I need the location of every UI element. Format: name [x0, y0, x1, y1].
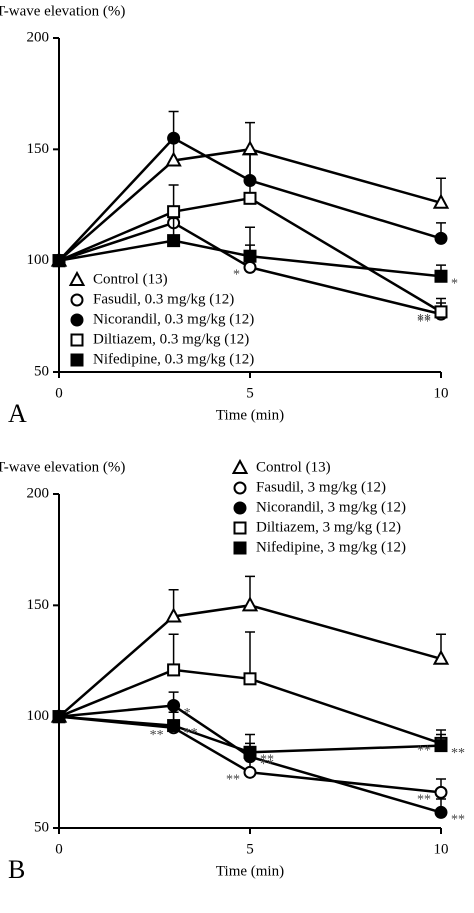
marker	[241, 596, 259, 612]
legend-marker	[233, 501, 247, 515]
marker	[434, 231, 448, 245]
marker	[243, 765, 257, 779]
y-axis-label: T-wave elevation (%)	[0, 459, 125, 475]
marker	[434, 739, 448, 753]
marker	[52, 254, 66, 268]
series-line	[58, 148, 442, 262]
y-tick-label: 200	[27, 485, 50, 501]
legend-marker	[70, 353, 84, 367]
legend-marker	[68, 270, 86, 286]
legend-marker	[70, 313, 84, 327]
legend-marker	[233, 481, 247, 495]
series-line	[58, 197, 442, 313]
significance-label: **	[417, 312, 431, 327]
marker	[243, 249, 257, 263]
x-axis-label: Time (min)	[216, 863, 284, 879]
significance-label: **	[260, 757, 274, 772]
series-line	[58, 136, 442, 262]
legend-marker	[70, 293, 84, 307]
y-axis-label: T-wave elevation (%)	[0, 3, 125, 19]
legend-label: Fasudil, 3 mg/kg (12)	[256, 479, 386, 495]
legend-label: Nifedipine, 3 mg/kg (12)	[256, 539, 406, 555]
marker	[165, 607, 182, 623]
x-tick-label: 0	[55, 841, 63, 857]
error-bar	[245, 153, 255, 199]
panel: T-wave elevation (%) 50 100 150 200 0 5 10 Time …	[0, 458, 465, 884]
significance-label: **	[260, 753, 274, 768]
marker	[243, 672, 257, 686]
significance-label: **	[451, 813, 465, 828]
significance-label: *	[451, 276, 458, 291]
x-tick-label: 10	[434, 841, 449, 857]
series-line	[58, 704, 442, 814]
significance-label: **	[417, 314, 431, 329]
marker	[434, 269, 448, 283]
marker	[167, 234, 181, 248]
error-bar	[245, 631, 255, 679]
marker	[167, 131, 181, 145]
significance-label: *	[184, 706, 191, 721]
marker	[432, 649, 450, 665]
panel: T-wave elevation (%) 50 100 150 200 0 5 10 Time …	[0, 3, 458, 428]
marker	[434, 305, 448, 319]
legend-marker	[70, 333, 84, 347]
marker	[167, 663, 181, 677]
y-tick-label: 50	[34, 819, 49, 835]
legend-label: Nicorandil, 0.3 mg/kg (12)	[93, 311, 254, 327]
y-tick-label: 100	[27, 708, 50, 724]
legend-label: Diltiazem, 0.3 mg/kg (12)	[93, 331, 249, 347]
significance-label: **	[451, 746, 465, 761]
legend-label: Nifedipine, 0.3 mg/kg (12)	[93, 351, 254, 367]
series-line	[58, 604, 442, 718]
series-line	[58, 239, 442, 278]
legend-label: Fasudil, 0.3 mg/kg (12)	[93, 291, 234, 307]
y-tick-label: 150	[27, 597, 50, 613]
legend-label: Control (13)	[256, 459, 331, 475]
marker	[432, 193, 450, 209]
legend-label: Control (13)	[93, 271, 168, 287]
series-line	[58, 221, 442, 316]
y-tick-label: 200	[27, 29, 50, 45]
legend-marker	[231, 458, 249, 474]
marker	[243, 260, 257, 274]
marker	[434, 785, 448, 799]
marker	[165, 151, 182, 167]
marker	[243, 191, 257, 205]
legend-label: Nicorandil, 3 mg/kg (12)	[256, 499, 406, 515]
y-tick-label: 100	[27, 252, 50, 268]
legend-marker	[233, 521, 247, 535]
significance-label: *	[233, 268, 240, 283]
significance-label: **	[226, 773, 240, 788]
series-line	[58, 715, 442, 754]
x-tick-label: 0	[55, 385, 63, 401]
legend-marker	[233, 541, 247, 555]
x-tick-label: 5	[246, 385, 254, 401]
panel-label: A	[8, 399, 27, 428]
panel-label: B	[8, 855, 25, 884]
significance-label: **	[417, 744, 431, 759]
series-line	[58, 668, 442, 745]
y-tick-label: 50	[34, 363, 49, 379]
x-tick-label: 10	[434, 385, 449, 401]
x-tick-label: 5	[246, 841, 254, 857]
marker	[52, 710, 66, 724]
significance-label: **	[150, 728, 164, 743]
marker	[243, 745, 257, 759]
significance-label: **	[417, 793, 431, 808]
legend-label: Diltiazem, 3 mg/kg (12)	[256, 519, 401, 535]
marker	[167, 719, 181, 733]
x-axis-label: Time (min)	[216, 407, 284, 423]
significance-label: **	[184, 726, 198, 741]
y-tick-label: 150	[27, 141, 50, 157]
marker	[241, 140, 259, 156]
marker	[167, 205, 181, 219]
marker	[434, 805, 448, 819]
